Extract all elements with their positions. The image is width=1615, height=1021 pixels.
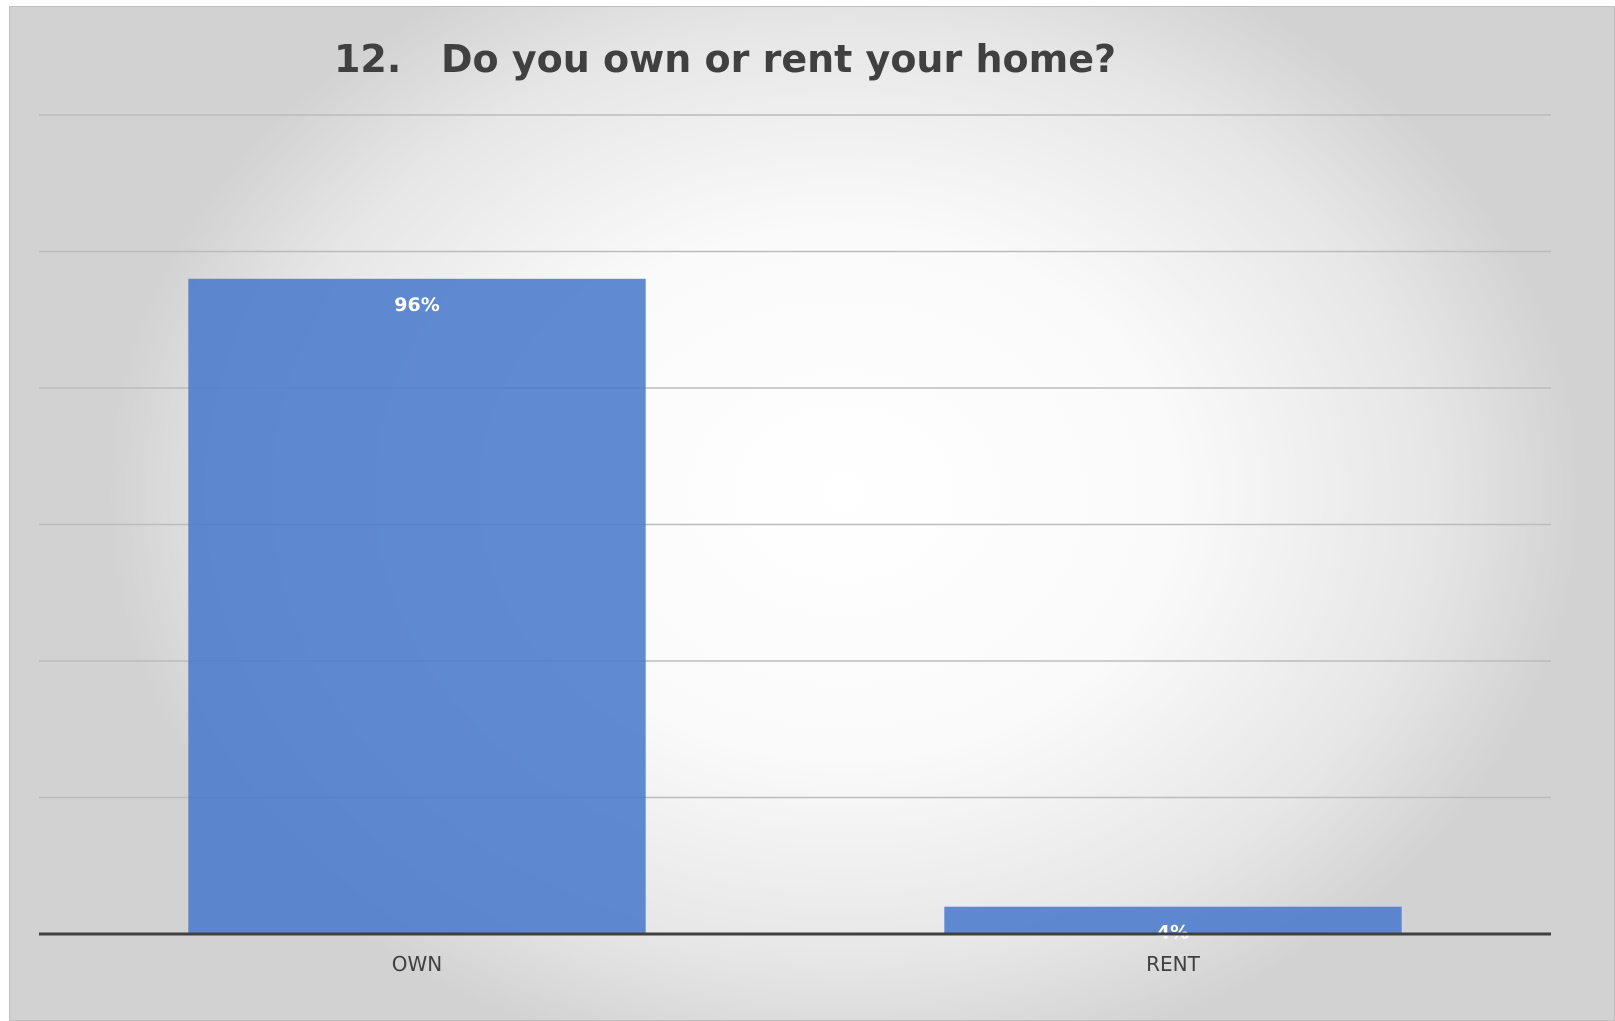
bar-rent — [944, 906, 1402, 934]
chart-area: 12. Do you own or rent your home? 96%4% … — [9, 6, 1615, 1021]
data-label-own: 96% — [394, 294, 439, 316]
category-label-own: OWN — [392, 952, 442, 976]
chart-title: 12. Do you own or rent your home? — [333, 37, 1117, 81]
category-labels: OWN RENT — [392, 952, 1201, 976]
category-label-rent: RENT — [1146, 952, 1200, 976]
bars — [188, 278, 1402, 934]
bar-own — [188, 278, 646, 934]
